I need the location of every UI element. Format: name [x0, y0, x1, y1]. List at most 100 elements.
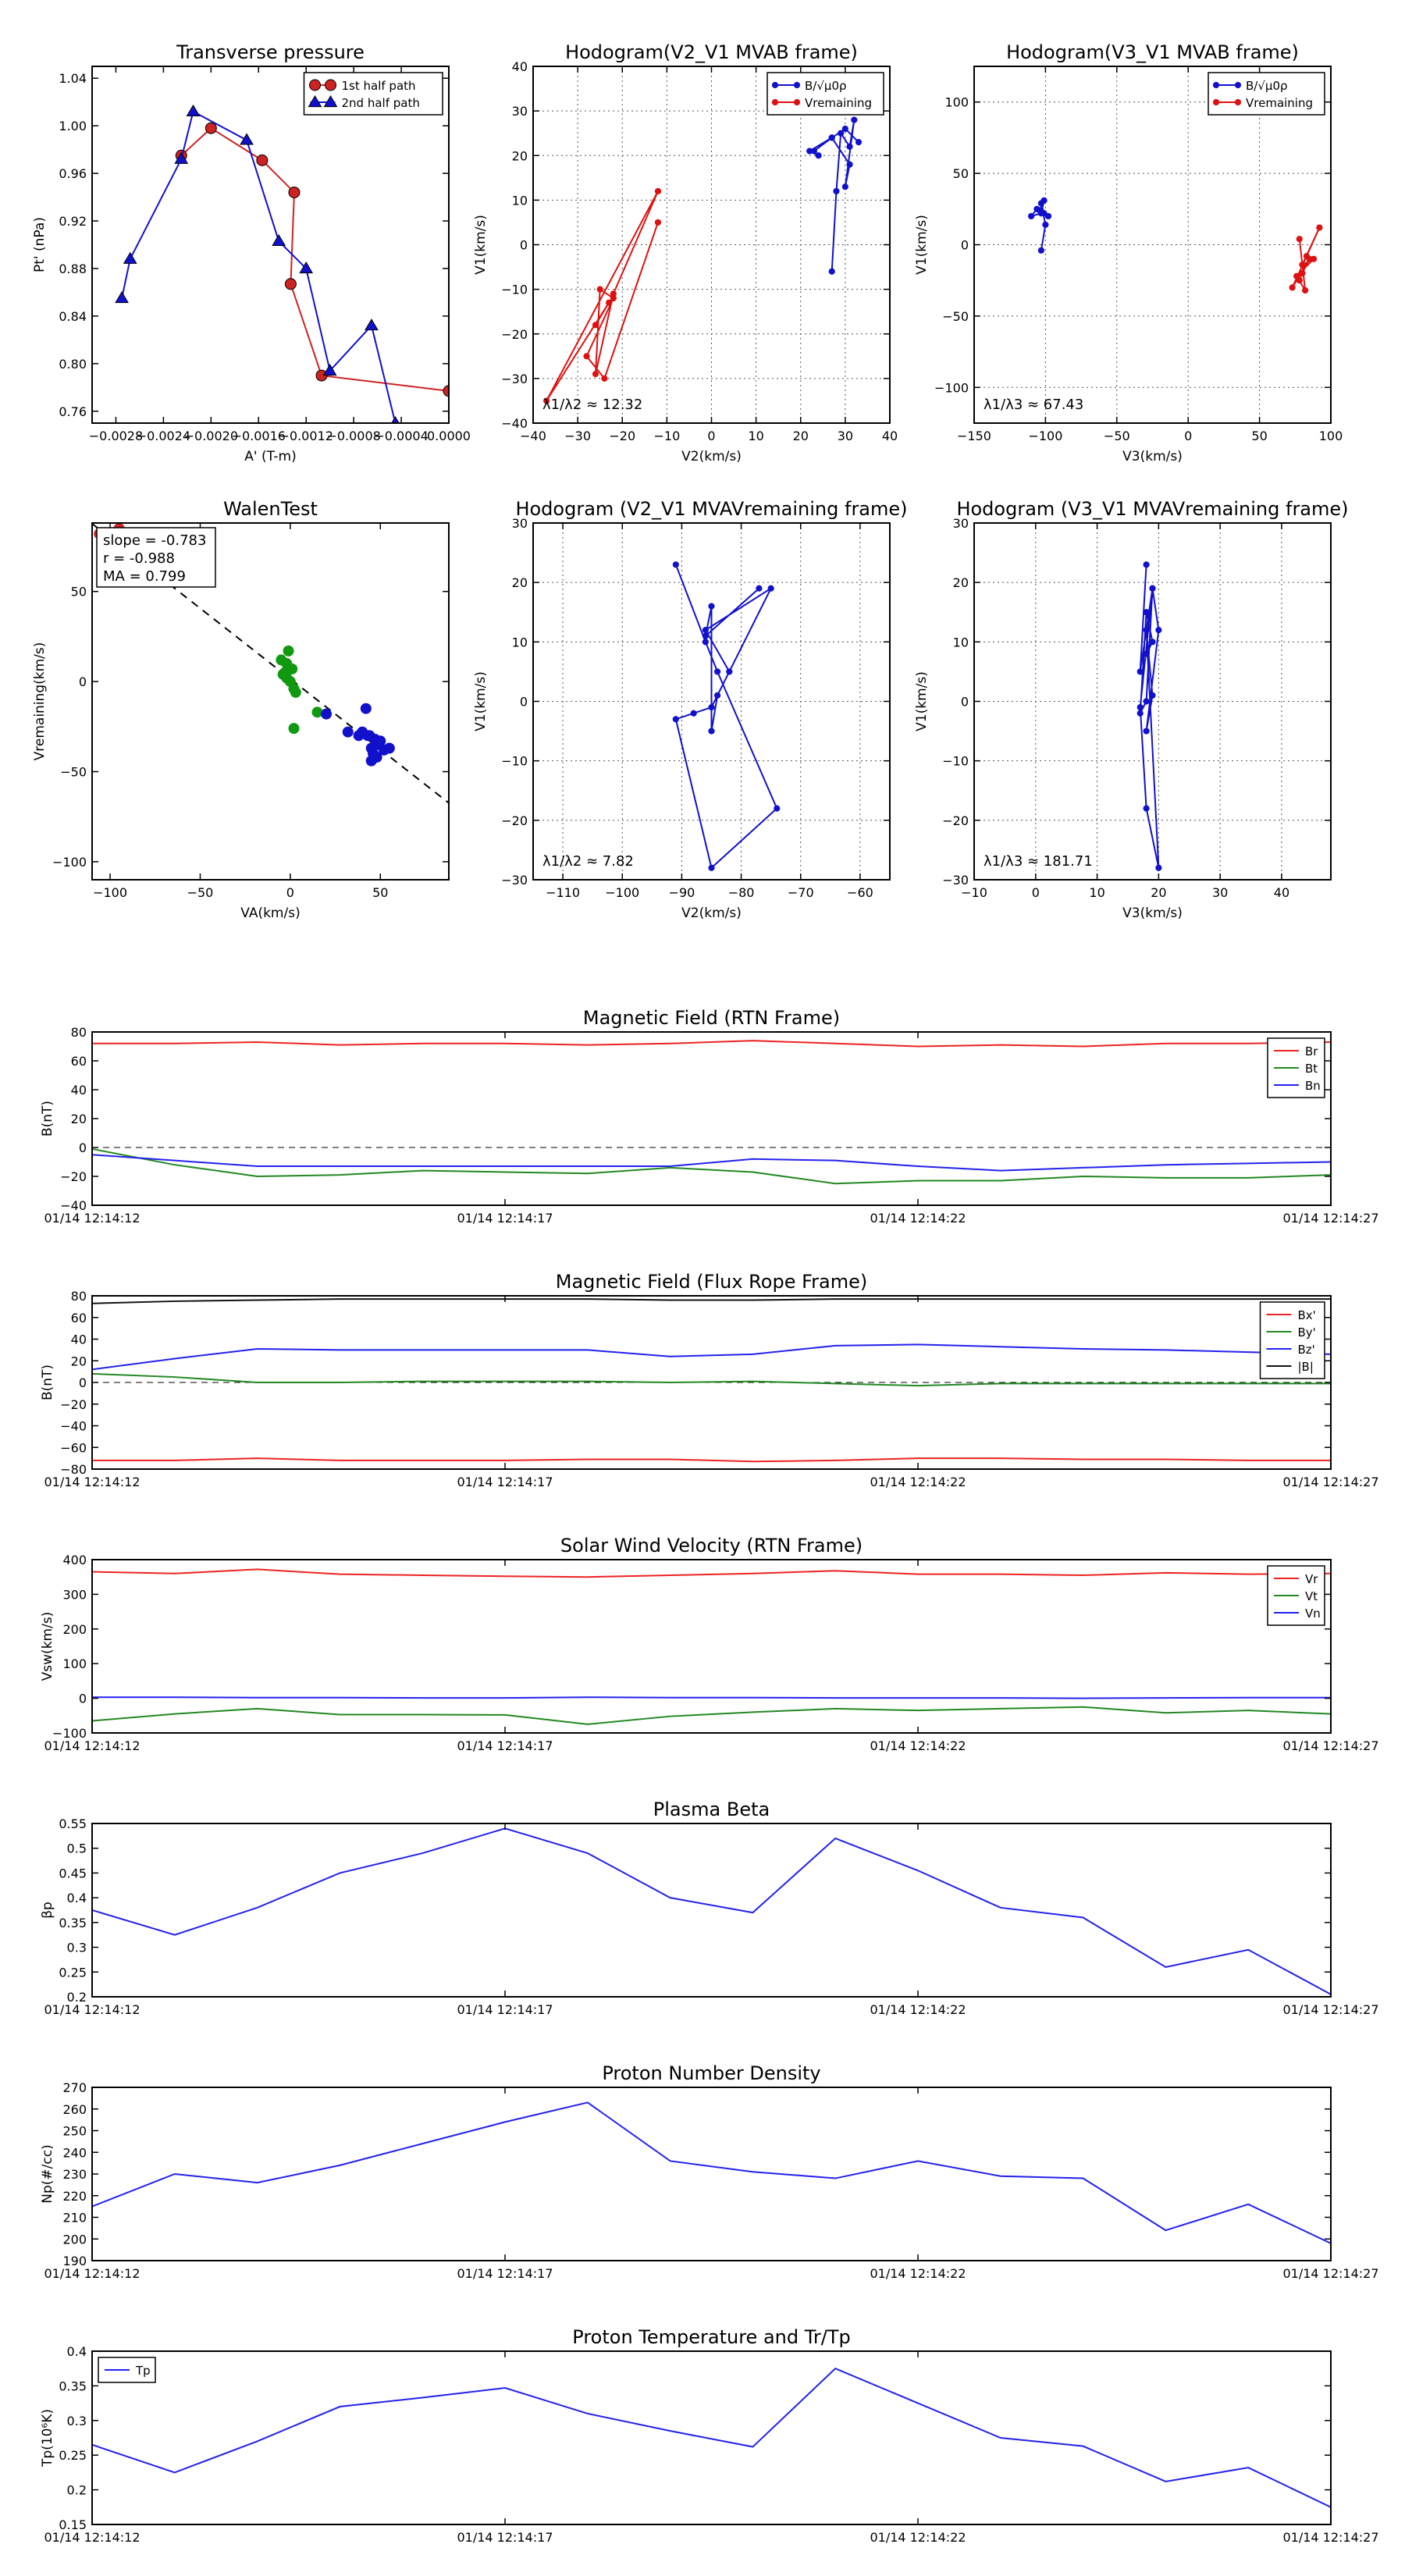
legend-label: Bt [1305, 1062, 1318, 1076]
series-bz--line [92, 1343, 1331, 1371]
x-axis-label: V3(km/s) [1122, 906, 1183, 921]
series-vremaining-marker [1296, 277, 1303, 284]
series-vremaining-marker [654, 187, 662, 195]
series-b-marker [708, 864, 715, 871]
y-tick-label: 1.04 [59, 71, 87, 86]
legend-label: B/√μ0ρ [1246, 79, 1288, 93]
x-tick-label: 0 [1184, 429, 1192, 443]
series-layer [92, 1040, 1331, 1185]
y-axis-label: V1(km/s) [473, 215, 489, 275]
y-tick-label: 0.35 [59, 2379, 87, 2393]
y-tick-label: 0.15 [59, 2517, 87, 2532]
plot-frame [91, 1559, 1332, 1734]
series-vremaining-marker [543, 397, 550, 404]
y-tick-label: 0.88 [59, 262, 87, 276]
plot-frame [91, 2087, 1332, 2261]
chart-title: Hodogram(V3_V1 MVAB frame) [1006, 41, 1299, 63]
series-b-line [1139, 564, 1160, 868]
chart-title: Solar Wind Velocity (RTN Frame) [560, 1535, 863, 1557]
series-b-marker [1155, 627, 1162, 634]
chart-walen: −100 −50 0 50 −100 −50 0 50 WalenTest VA(km/s) Vre… [32, 498, 450, 921]
x-tick-label: −0.0008 [326, 429, 380, 443]
y-axis-label: Vremaining(km/s) [32, 642, 48, 761]
y-tick-label: 220 [62, 2189, 87, 2204]
series-1st-half-path-marker [288, 186, 301, 198]
series-green-point [290, 686, 301, 698]
series-b-marker [1143, 627, 1150, 634]
legend-marker [771, 81, 779, 89]
y-tick-label: 0 [520, 238, 528, 253]
series-b-marker [1143, 650, 1150, 657]
y-tick-label: 400 [62, 1553, 87, 1567]
chart-pt: −0.0028−0.0024−0.0020−0.0016−0.0012−0.00… [32, 41, 471, 464]
series-b-marker [708, 728, 715, 735]
x-tick-label: 10 [1089, 885, 1104, 900]
series-b-marker [672, 716, 679, 723]
series-b-marker [690, 710, 697, 717]
series-b-0--marker [1028, 212, 1035, 220]
y-tick-label: −50 [60, 765, 87, 780]
series-layer [1136, 561, 1162, 871]
x-tick-label: −0.0028 [89, 429, 143, 443]
series-b-marker [708, 603, 715, 610]
series-blue-point [362, 730, 374, 742]
series-b-0--marker [815, 152, 822, 159]
series-vremaining-marker [1289, 284, 1296, 291]
y-tick-label: −20 [942, 813, 969, 828]
y-tick-label: −20 [501, 813, 528, 828]
chart-beta: 01/14 12:14:12 01/14 12:14:17 01/14 12:14:… [40, 1799, 1379, 2017]
x-tick-label: 01/14 12:14:22 [870, 2530, 966, 2545]
series-bx--line [92, 1457, 1331, 1463]
series-2nd-half-path-marker [186, 104, 201, 116]
chart-title: Magnetic Field (RTN Frame) [583, 1007, 840, 1029]
series-2nd-half-path-marker [272, 233, 286, 247]
x-tick-label: 01/14 12:14:27 [1282, 2530, 1378, 2545]
x-tick-label: −50 [1104, 429, 1130, 443]
x-tick-label: −60 [847, 885, 873, 900]
y-tick-label: −50 [942, 309, 969, 324]
series-b-marker [1143, 609, 1150, 616]
series-bt-line [92, 1147, 1331, 1185]
x-tick-label: −150 [957, 429, 991, 443]
plot-frame [91, 1823, 1332, 1998]
series--b--line [92, 1298, 1331, 1304]
y-tick-label: 50 [953, 166, 969, 181]
legend-marker [309, 79, 321, 91]
legend-label: By' [1298, 1325, 1316, 1340]
x-tick-label: −50 [187, 885, 214, 900]
y-tick-label: 100 [62, 1656, 87, 1671]
x-tick-label: 50 [372, 885, 388, 900]
legend-label: B/√μ0ρ [805, 79, 847, 93]
x-tick-label: −0.0020 [184, 429, 238, 443]
series-b-marker [1143, 698, 1150, 705]
legend: B/√μ0ρ Vremaining [767, 72, 884, 116]
legend-marker [771, 98, 779, 106]
y-tick-label: 20 [512, 148, 528, 163]
series-green-point [277, 668, 289, 680]
x-tick-label: 01/14 12:14:22 [870, 1475, 966, 1489]
legend: Vr Vt Vn [1267, 1565, 1325, 1626]
y-tick-label: −30 [501, 873, 528, 888]
y-tick-label: −10 [501, 754, 528, 769]
series-green-point [286, 663, 298, 674]
series-vremaining-marker [1316, 224, 1323, 231]
y-tick-label: 270 [62, 2080, 87, 2095]
x-tick-label: 0 [707, 429, 715, 443]
x-tick-label: 01/14 12:14:17 [457, 2530, 553, 2545]
series-b-marker [726, 668, 733, 675]
series-2nd-half-path-marker [322, 363, 337, 376]
x-tick-label: −80 [728, 885, 755, 900]
y-tick-label: 0 [79, 1692, 87, 1706]
series-beta-line [92, 1827, 1331, 1995]
x-tick-label: −90 [669, 885, 695, 900]
series-bn-line [92, 1154, 1331, 1172]
series-b-0--marker [828, 268, 835, 275]
y-tick-label: −20 [501, 327, 528, 342]
series-b-0--marker [833, 187, 840, 195]
y-tick-label: 20 [512, 575, 528, 590]
plot-frame [91, 1031, 1332, 1206]
y-axis-label: Pt' (nPa) [32, 217, 48, 272]
y-axis-label: B(nT) [40, 1364, 55, 1400]
ratio-annotation: λ1/λ3 ≈ 67.43 [984, 397, 1083, 413]
series-vremaining-marker [1293, 272, 1300, 279]
